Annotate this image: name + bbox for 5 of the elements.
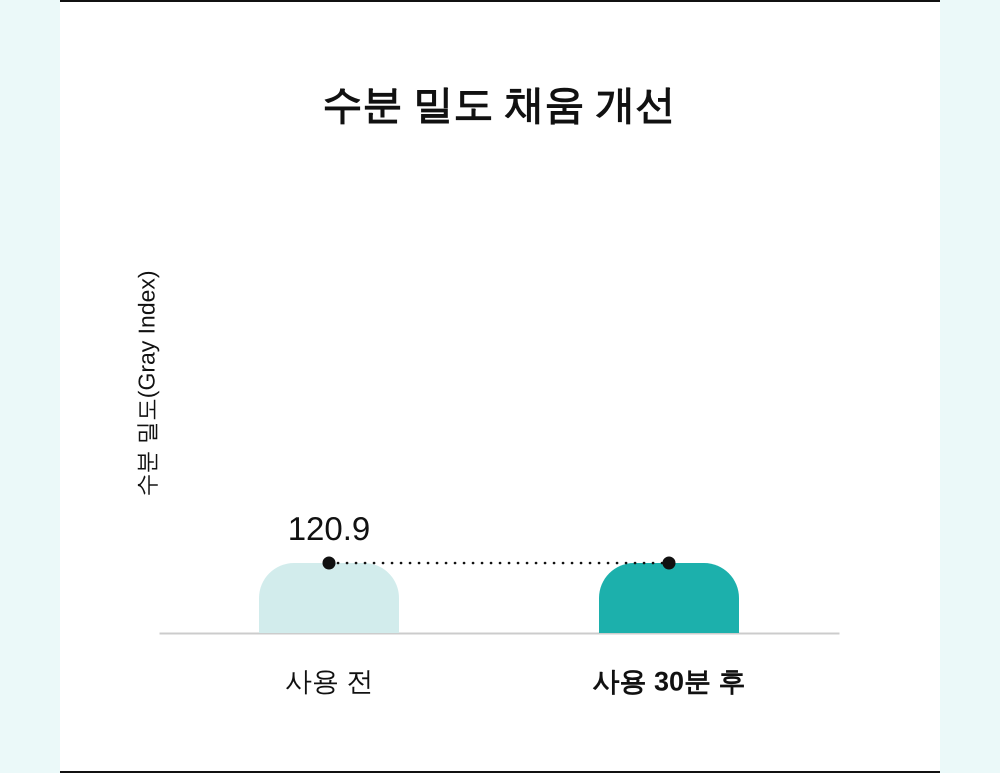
x-tick-label: 사용 30분 후: [592, 666, 746, 696]
x-tick-label: 사용 전: [284, 666, 374, 696]
y-axis-title: 수분 밀도(Gray Index): [134, 270, 160, 497]
chart-title: 수분 밀도 채움 개선: [322, 82, 676, 127]
annotation: 120.9: [288, 510, 370, 547]
